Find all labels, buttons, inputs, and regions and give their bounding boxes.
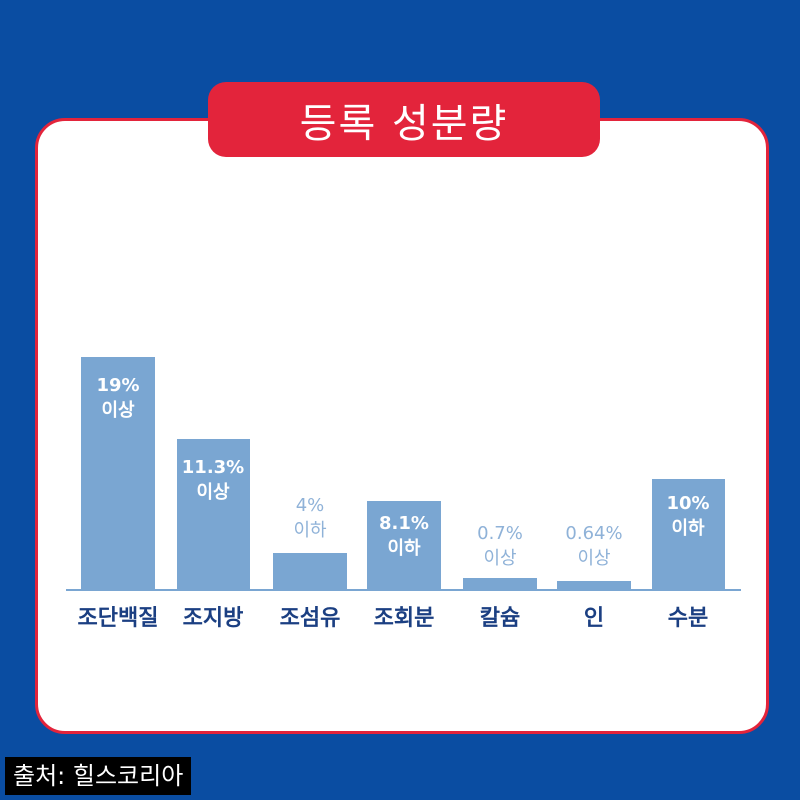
bar-phosphorus (557, 581, 631, 590)
qualifier-text: 이하 (387, 538, 421, 559)
value-text: 19% (96, 375, 140, 396)
category-label: 수분 (667, 606, 709, 631)
bar-label-crude-ash: 8.1% 이하 (354, 511, 454, 561)
bar-label-phosphorus: 0.64% 이상 (544, 521, 644, 571)
bar-label-moisture: 10% 이하 (638, 491, 738, 541)
qualifier-text: 이하 (293, 520, 327, 541)
bar-crude-protein (81, 357, 155, 590)
x-axis-baseline (66, 589, 741, 591)
bar-moisture (652, 479, 725, 590)
value-text: 0.64% (565, 523, 623, 544)
category-label: 조회분 (373, 606, 435, 631)
value-text: 4% (295, 495, 325, 516)
value-text: 10% (666, 493, 710, 514)
chart-panel (35, 118, 769, 734)
bar-calcium (463, 578, 537, 590)
value-text: 11.3% (181, 457, 245, 478)
category-label: 인 (583, 606, 605, 631)
category-label: 칼슘 (479, 606, 521, 631)
value-text: 0.7% (477, 523, 523, 544)
qualifier-text: 이상 (101, 400, 135, 421)
qualifier-text: 이상 (483, 548, 517, 569)
category-label: 조지방 (182, 606, 244, 631)
qualifier-text: 이상 (196, 482, 230, 503)
qualifier-text: 이상 (577, 548, 611, 569)
qualifier-text: 이하 (671, 518, 705, 539)
bar-label-crude-protein: 19% 이상 (68, 373, 168, 423)
category-label: 조섬유 (279, 606, 341, 631)
bar-crude-ash (367, 501, 441, 590)
bar-crude-fiber (273, 553, 347, 590)
chart-title: 등록 성분량 (208, 82, 600, 157)
category-label: 조단백질 (77, 606, 159, 631)
bar-crude-fat (177, 439, 250, 590)
value-text: 8.1% (379, 513, 429, 534)
bar-label-crude-fat: 11.3% 이상 (163, 455, 263, 505)
bar-label-crude-fiber: 4% 이하 (260, 493, 360, 543)
bar-label-calcium: 0.7% 이상 (450, 521, 550, 571)
source-caption: 출처: 힐스코리아 (5, 757, 192, 795)
